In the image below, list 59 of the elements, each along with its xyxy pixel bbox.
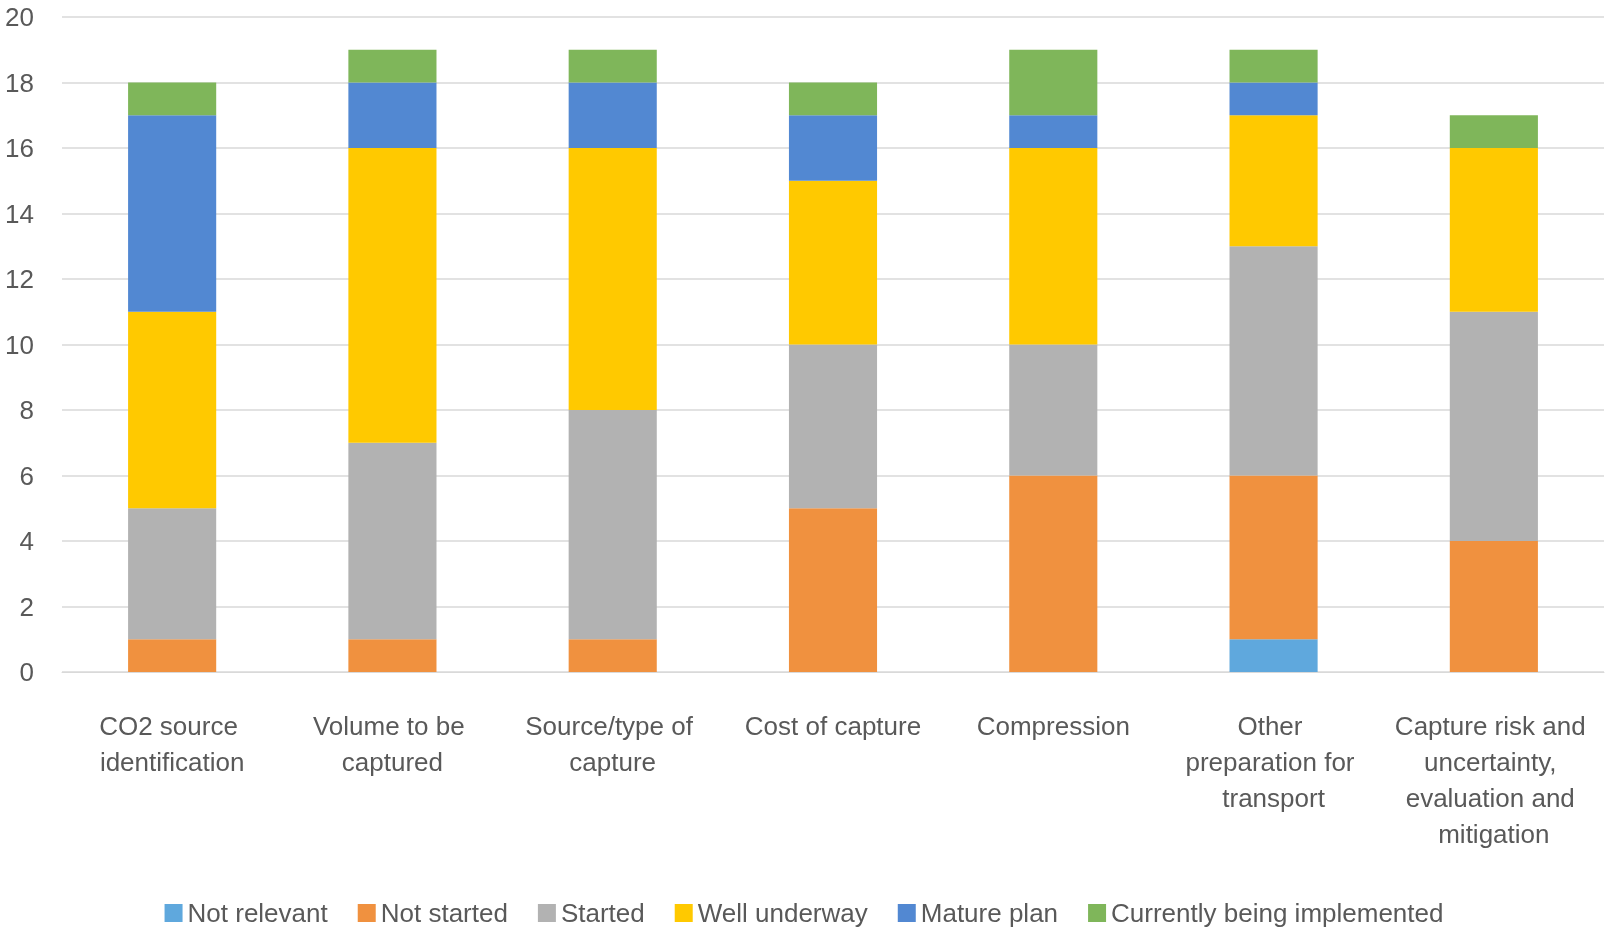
bar — [1229, 475, 1318, 640]
bar — [348, 49, 437, 83]
bar — [1449, 115, 1538, 148]
bar — [788, 508, 878, 672]
bar — [568, 148, 657, 410]
bar — [348, 442, 437, 640]
y-tick-label: 16 — [5, 133, 34, 163]
x-tick-label: Other preparation for transport — [1185, 711, 1362, 813]
x-tick-label: CO2 source identification — [99, 711, 246, 777]
bar — [788, 180, 878, 345]
bar — [788, 115, 878, 181]
x-tick-label: Capture risk and uncertainty, evaluation and mitigation — [1394, 711, 1593, 849]
y-tick-label: 0 — [19, 657, 34, 687]
y-tick-label: 20 — [5, 2, 34, 32]
bar — [1229, 246, 1318, 476]
bar — [788, 82, 878, 116]
bar — [348, 82, 437, 148]
bar — [128, 82, 217, 116]
legend-label: Well underway — [697, 898, 868, 928]
bar — [1229, 115, 1318, 247]
bar — [1449, 541, 1538, 672]
bar — [568, 639, 657, 672]
bar — [568, 410, 657, 640]
y-tick-label: 12 — [5, 264, 34, 294]
legend-label: Not relevant — [187, 898, 329, 928]
x-tick-label: Compression — [976, 711, 1130, 741]
bar — [568, 82, 657, 148]
bar — [1449, 311, 1538, 541]
bar — [128, 115, 217, 312]
legend-label: Mature plan — [920, 898, 1059, 928]
legend-label: Currently being implemented — [1111, 898, 1444, 928]
bar — [1009, 49, 1098, 116]
bar — [1009, 115, 1098, 148]
bar — [1449, 148, 1538, 312]
bar — [1009, 344, 1098, 476]
bar — [128, 508, 217, 640]
bar — [1229, 82, 1318, 116]
y-tick-label: 18 — [5, 67, 34, 98]
bar — [1009, 475, 1098, 672]
x-tick-label: Source/type of capture — [525, 711, 701, 777]
x-tick-label: Volume to be captured — [312, 711, 472, 777]
y-tick-label: 4 — [19, 526, 34, 556]
bar — [1009, 148, 1098, 345]
y-tick-label: 8 — [19, 395, 34, 425]
y-tick-label: 14 — [5, 198, 34, 229]
y-tick-label: 6 — [19, 460, 34, 491]
legend-label: Not started — [380, 898, 508, 928]
y-tick-label: 2 — [19, 591, 34, 622]
bar — [348, 148, 437, 443]
x-tick-label: Cost of capture — [744, 711, 922, 741]
bar — [568, 49, 657, 83]
bar — [128, 639, 217, 672]
bar — [788, 344, 878, 509]
bar — [128, 311, 217, 509]
bar — [348, 639, 437, 672]
bar — [1229, 49, 1318, 83]
legend-label: Started — [560, 898, 645, 928]
bar — [1229, 639, 1318, 672]
y-tick-label: 10 — [5, 329, 34, 360]
